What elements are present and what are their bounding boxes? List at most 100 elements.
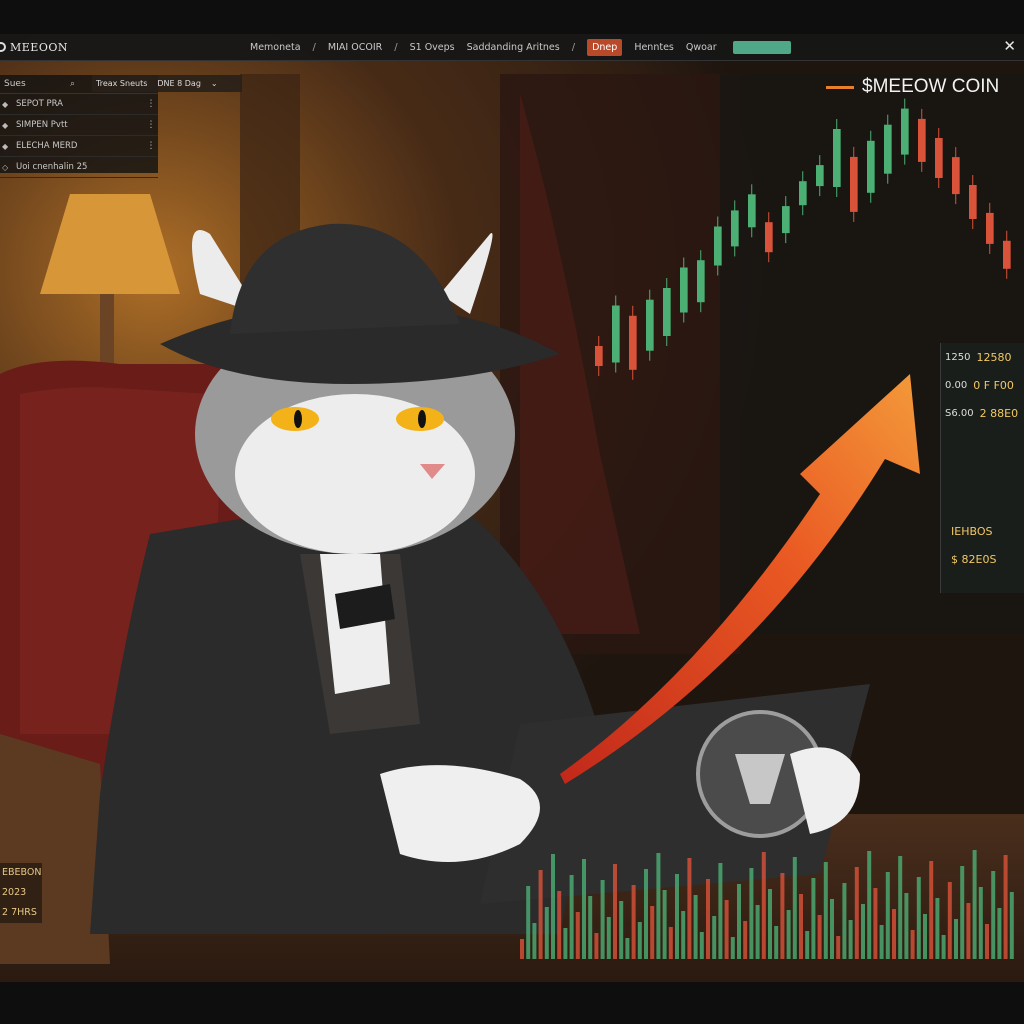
volume-bar: [668, 927, 673, 959]
volume-bar: [1009, 892, 1014, 959]
nav-item-6[interactable]: Qwoar: [685, 41, 717, 53]
volume-bar: [774, 926, 779, 959]
volume-bar: [575, 912, 580, 959]
stat-row: S6.00 2 88E0: [941, 399, 1024, 427]
chevron-down-icon[interactable]: ⌄: [210, 79, 218, 88]
bottom-left-info: EBEBON 2023 2 7HRS: [0, 863, 42, 923]
stats-panel: 1250 12580 0.00 0 F F00 S6.00 2 88E0 IEHBOS…: [940, 343, 1024, 593]
volume-bar: [892, 909, 896, 959]
chart-title: $MEEOW COIN: [862, 76, 1000, 97]
volume-bar: [830, 899, 834, 959]
volume-bar: [606, 917, 611, 959]
search-icon[interactable]: ⌕: [70, 79, 76, 89]
volume-bar: [947, 882, 952, 959]
nav-item-4[interactable]: Dnep: [587, 38, 623, 56]
volume-bar: [712, 916, 717, 959]
bullet-icon: ◆: [2, 99, 9, 109]
nav-item-5[interactable]: Henntes: [634, 41, 674, 53]
more-icon[interactable]: ⋮: [146, 120, 156, 130]
close-icon[interactable]: ✕: [1003, 37, 1016, 55]
stat-value: 0 F F00: [973, 378, 1014, 392]
volume-bar: [898, 856, 903, 959]
volume-bar: [904, 893, 909, 959]
info-line: 2 7HRS: [2, 907, 37, 918]
nav-item-0[interactable]: Memoneta: [250, 41, 301, 53]
window-top-bezel: [0, 0, 1024, 34]
volume-bar: [867, 851, 872, 959]
sidebar-header-label: Sues: [4, 79, 26, 89]
sidebar-item-label: ELECHA MERD: [16, 141, 78, 151]
volume-bar: [600, 880, 605, 959]
stat-row: $ 82E0S: [941, 545, 1024, 573]
bullet-icon: ◆: [2, 120, 9, 130]
volume-bar: [563, 928, 568, 959]
brand-logo-icon: [0, 42, 6, 52]
lamp-shade-icon: [40, 194, 180, 294]
volume-bar: [929, 861, 934, 959]
volume-bar: [805, 931, 810, 959]
info-line: EBEBON: [2, 867, 42, 878]
sidebar-item-label: SEPOT PRA: [16, 99, 63, 109]
legend-swatch: [826, 85, 854, 89]
stat-value: IEHBOS: [951, 524, 993, 538]
nav-item-1[interactable]: MIAI OCOIR: [327, 41, 383, 53]
volume-bar: [724, 900, 729, 959]
volume-bar: [557, 891, 562, 959]
sidebar-item[interactable]: ◆ SIMPEN Pvtt ⋮: [0, 115, 158, 136]
volume-bar: [656, 853, 661, 959]
stat-label: S6.00: [945, 407, 974, 419]
sidebar-item[interactable]: ◆ SEPOT PRA ⋮: [0, 94, 158, 115]
volume-bar: [693, 895, 698, 959]
nav-separator: /: [312, 41, 316, 53]
more-icon[interactable]: ⋮: [146, 99, 156, 109]
volume-bar: [848, 920, 853, 959]
volume-bar: [737, 884, 741, 959]
volume-bar: [706, 879, 710, 959]
volume-bar: [978, 887, 983, 959]
volume-bar: [675, 874, 679, 959]
sidebar-item[interactable]: ◆ ELECHA MERD ⋮: [0, 136, 158, 157]
volume-bar: [823, 862, 828, 959]
volume-bar: [985, 924, 989, 959]
connect-wallet-button[interactable]: [732, 40, 791, 54]
volume-bar: [1003, 855, 1008, 959]
volume-bar: [699, 932, 704, 959]
bullet-icon: ◆: [2, 141, 9, 151]
volume-bar: [768, 889, 772, 959]
sidebar-item-label: SIMPEN Pvtt: [16, 120, 68, 130]
nav-separator: /: [571, 41, 576, 53]
volume-bar: [935, 898, 940, 959]
volume-bar: [631, 885, 636, 959]
volume-bar: [761, 852, 766, 959]
window-bottom-bezel: [0, 982, 1024, 1024]
volume-bar: [625, 938, 630, 959]
volume-bar: [786, 910, 791, 959]
more-icon[interactable]: ⋮: [146, 141, 156, 151]
stat-label: 1250: [945, 351, 971, 363]
growth-arrow-icon: [560, 374, 920, 784]
volume-bar: [811, 878, 816, 959]
brand[interactable]: MEEOON: [0, 41, 250, 54]
sidebar-header: Sues ⌕: [0, 75, 158, 94]
nav-item-2[interactable]: S1 Oveps: [409, 41, 455, 53]
info-line: 2023: [2, 887, 27, 898]
tab-left[interactable]: Treax Sneuts: [96, 79, 148, 88]
volume-bar: [644, 869, 648, 959]
stat-value: $ 82E0S: [951, 552, 997, 566]
volume-bar: [861, 904, 865, 959]
nav-item-3[interactable]: Saddanding Aritnes: [466, 41, 560, 53]
sidebar-item[interactable]: ◇ Uoi cnenhalin 25: [0, 157, 158, 178]
volume-bar: [613, 864, 617, 959]
stat-value: 2 88E0: [979, 406, 1019, 420]
volume-bar: [718, 863, 723, 959]
volume-bar: [532, 923, 537, 959]
main-nav: Memoneta / MIAI OCOIR / S1 Oveps Saddand…: [250, 38, 791, 56]
volume-bar: [997, 908, 1002, 959]
stat-value: 12580: [976, 350, 1012, 364]
volume-bar: [544, 907, 549, 959]
volume-bar: [662, 890, 667, 959]
volume-bar: [582, 859, 586, 959]
tab-right[interactable]: DNE 8 Dag: [157, 79, 201, 88]
volume-bar: [681, 911, 686, 959]
